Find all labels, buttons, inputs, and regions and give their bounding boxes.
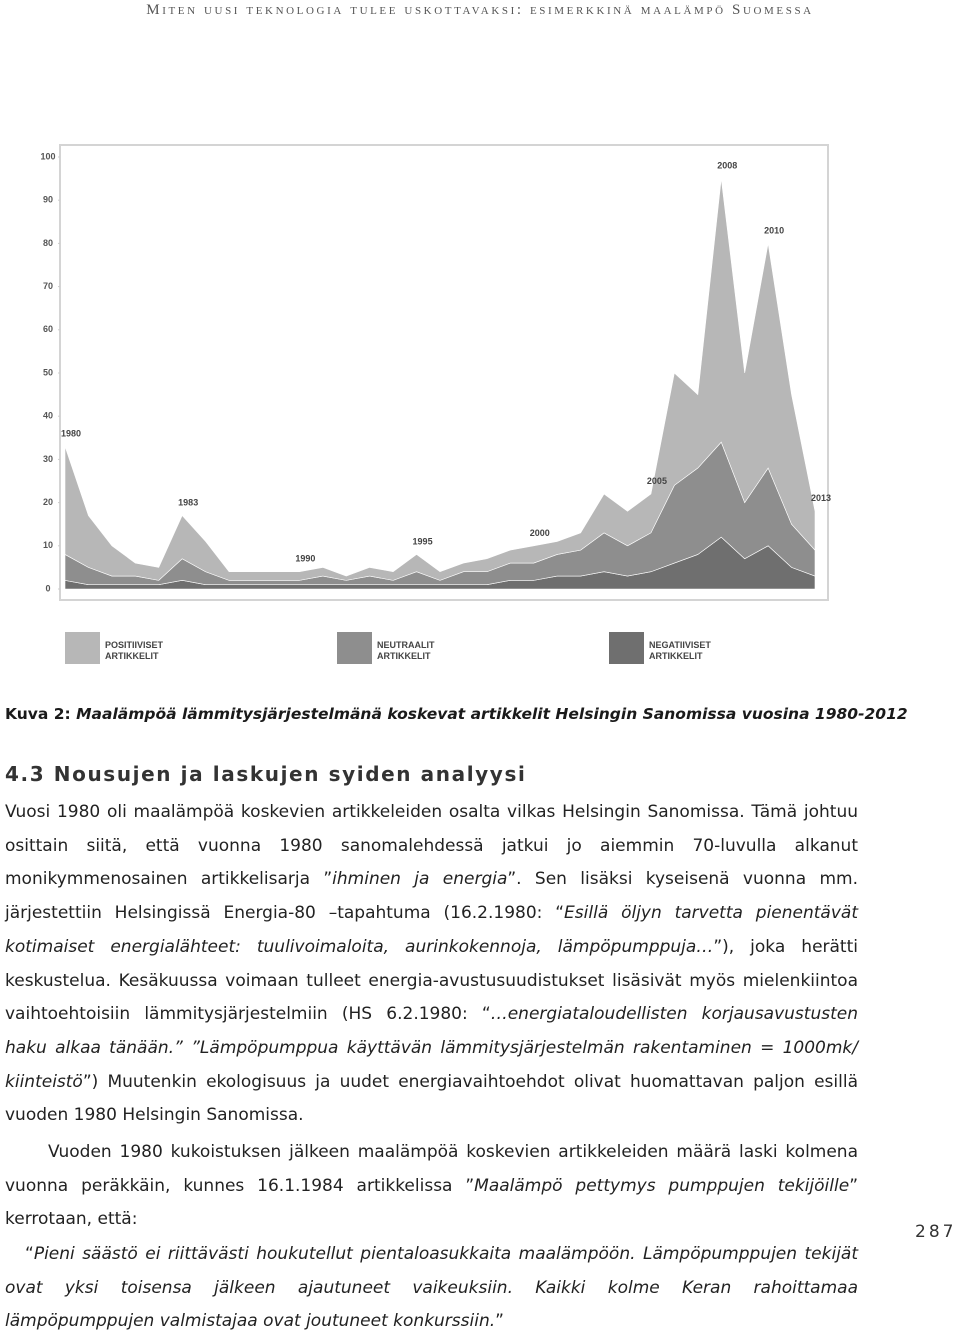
y-tick-label: 10 bbox=[43, 540, 53, 550]
y-tick-label: 50 bbox=[43, 367, 53, 377]
legend-swatch bbox=[609, 632, 644, 664]
chart: 0 10 20 30 40 50 60 70 80 90 100 1980 1983 1990 1995 20… bbox=[40, 144, 831, 601]
y-tick-label: 30 bbox=[43, 454, 53, 464]
italic-text: Esillä öljyn tarvetta pienentävät kotima… bbox=[5, 903, 858, 957]
y-tick-label: 0 bbox=[45, 583, 50, 593]
paragraph: Vuosi 1980 oli maalämpöä koskevien artik… bbox=[5, 796, 858, 1133]
legend-swatch bbox=[65, 632, 100, 664]
y-tick-label: 90 bbox=[43, 195, 53, 205]
text: Vuosi 1980 oli maalämpöä koskevien artik… bbox=[5, 802, 858, 890]
point-label: 1995 bbox=[413, 536, 433, 546]
point-label: 2013 bbox=[811, 493, 831, 503]
text: Vuoden 1980 kukoistuksen jälkeen maalämp… bbox=[5, 1142, 858, 1196]
italic-text: Maalämpö pettymys pumppujen tekijöille bbox=[474, 1175, 850, 1196]
text: ”. Sen lisäksi kyseisenä vuonna mm. järj… bbox=[5, 869, 858, 924]
figure-caption: Kuva 2: Maalämpöä lämmitysjärjestelmänä … bbox=[5, 705, 908, 723]
y-tick-label: 40 bbox=[43, 411, 53, 421]
legend-label: NEUTRAALIT ARTIKKELIT bbox=[377, 640, 435, 661]
text: “ bbox=[25, 1244, 34, 1264]
section-heading: 4.3 Nousujen ja laskujen syiden analyysi bbox=[5, 762, 527, 786]
italic-text: …energiataloudellisten korjausavustusten… bbox=[5, 1004, 858, 1092]
point-label: 1983 bbox=[178, 498, 198, 508]
caption-title: Maalämpöä lämmitysjärjestelmänä koskevat… bbox=[76, 705, 908, 723]
text: ”) Muutenkin ekologisuus ja uudet energi… bbox=[5, 1071, 858, 1126]
quote: “Pieni säästö ei riittävästi houkutellut… bbox=[5, 1238, 858, 1339]
legend-label: NEGATIIVISET ARTIKKELIT bbox=[649, 640, 711, 661]
point-label: 1990 bbox=[295, 554, 315, 564]
paragraph: Vuoden 1980 kukoistuksen jälkeen maalämp… bbox=[5, 1136, 858, 1237]
page-number: 287 bbox=[915, 1222, 957, 1242]
y-tick-label: 100 bbox=[40, 151, 55, 161]
point-label: 1980 bbox=[61, 428, 81, 438]
y-tick-label: 60 bbox=[43, 324, 53, 334]
italic-text: ihminen ja energia bbox=[332, 869, 508, 890]
running-title: Miten uusi teknologia tulee uskottavaksi… bbox=[146, 2, 814, 18]
caption-label: Kuva 2: bbox=[5, 705, 71, 723]
italic-text: Pieni säästö ei riittävästi houkutellut … bbox=[5, 1244, 858, 1332]
text: ” kerrotaan, että: bbox=[5, 1175, 858, 1230]
text: ” bbox=[495, 1311, 504, 1332]
area bbox=[64, 178, 816, 581]
point-label: 2005 bbox=[647, 476, 667, 486]
legend-swatch bbox=[337, 632, 372, 664]
y-tick-label: 70 bbox=[43, 281, 53, 291]
y-tick-label: 20 bbox=[43, 497, 53, 507]
point-label: 2008 bbox=[717, 161, 737, 171]
point-label: 2000 bbox=[530, 528, 550, 538]
legend-label: POSITIIVISET ARTIKKELIT bbox=[105, 640, 164, 661]
text: ”), joka herätti keskustelua. Kesäkuussa… bbox=[5, 936, 858, 1025]
y-tick-label: 80 bbox=[43, 238, 53, 248]
point-label: 2010 bbox=[764, 225, 784, 235]
